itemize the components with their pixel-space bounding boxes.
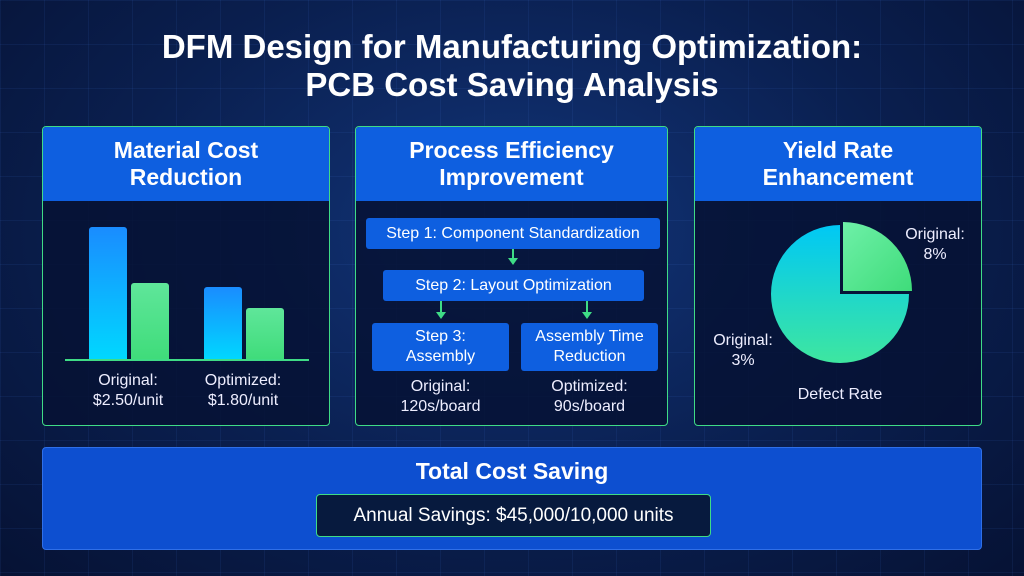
- yield-heading: Yield Rate Enhancement: [695, 127, 981, 201]
- pie-slice-large: [771, 225, 909, 363]
- pie-slice-highlight: [843, 222, 912, 291]
- pie-label-8: Original: 8%: [905, 226, 965, 263]
- original-time-label: Original: 120s/board: [400, 378, 481, 415]
- material-cost-panel: Material Cost Reduction Original: $2.50/un…: [42, 126, 330, 426]
- material-cost-heading: Material Cost Reduction: [43, 127, 329, 201]
- total-heading: Total Cost Saving: [415, 458, 609, 484]
- annual-savings-box: Annual Savings: $45,000/10,000 units: [316, 494, 711, 537]
- step-2-box: Step 2: Layout Optimization: [383, 270, 644, 301]
- step-3-box: Step 3: Assembly: [372, 323, 509, 371]
- bar-4: [246, 308, 284, 360]
- optimized-cost-label: Optimized: $1.80/unit: [204, 372, 282, 409]
- arrow-icon: [582, 301, 592, 319]
- original-cost-label: Original: $2.50/unit: [92, 372, 164, 409]
- arrow-icon: [436, 301, 446, 319]
- optimized-time-label: Optimized: 90s/board: [551, 378, 628, 415]
- chart-baseline: [65, 359, 309, 361]
- process-heading: Process Efficiency Improvement: [356, 127, 667, 201]
- yield-rate-panel: Yield Rate Enhancement Original: 8% Origin…: [694, 126, 982, 426]
- bar-2: [131, 282, 169, 360]
- bar-1: [89, 227, 127, 360]
- bar-3: [204, 286, 242, 360]
- assembly-time-reduction-box: Assembly Time Reduction: [521, 323, 658, 371]
- total-cost-saving-panel: Total Cost Saving Annual Savings: $45,00…: [42, 447, 982, 550]
- process-efficiency-panel: Process Efficiency Improvement Step 1: Co…: [355, 126, 668, 426]
- step-1-box: Step 1: Component Standardization: [366, 218, 660, 249]
- defect-rate-pie: [771, 222, 912, 363]
- arrow-icon: [508, 249, 518, 265]
- defect-rate-caption: Defect Rate: [797, 386, 883, 403]
- page-title: DFM Design for Manufacturing Optimizatio…: [161, 28, 863, 103]
- pie-label-3: Original: 3%: [713, 332, 773, 369]
